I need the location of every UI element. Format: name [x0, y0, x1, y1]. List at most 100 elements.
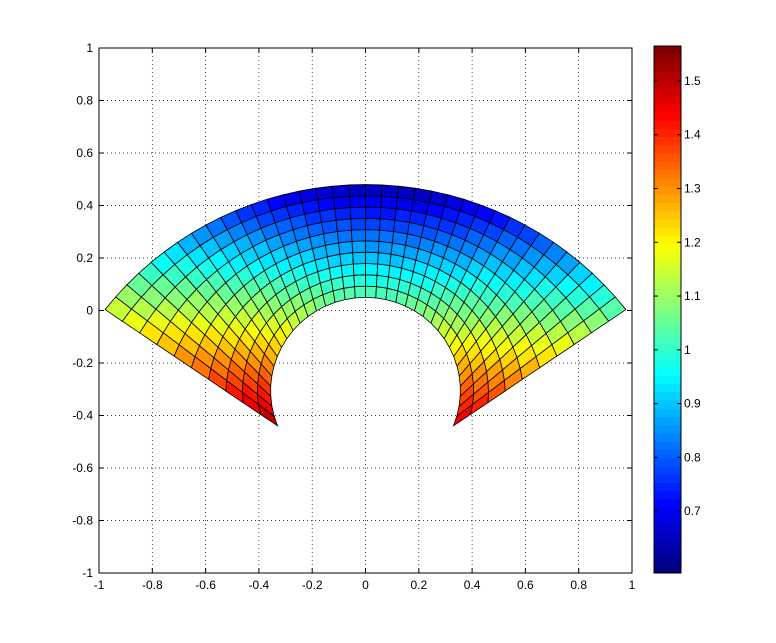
axis-ticks: -1 -0.8 -0.6 -0.4 -0.2 0 0.2 0.4 0.6 0.8 1 1 0.8 0.6 0…: [72, 41, 635, 592]
colorbar-segment: [654, 367, 681, 376]
colorbar-segment: [654, 441, 681, 450]
y-tick-label: 0.8: [76, 94, 93, 108]
colorbar-segment: [654, 169, 681, 179]
x-tick-label: 0: [362, 578, 369, 592]
mesh-cell: [350, 229, 366, 242]
colorbar-segment: [654, 523, 681, 533]
mesh-cell: [375, 286, 388, 301]
y-tick-label: 0.6: [76, 146, 93, 160]
colorbar-segment: [654, 391, 681, 401]
colorbar-segment: [654, 268, 681, 278]
colorbar-tick-label: 1.2: [684, 235, 701, 249]
x-tick-label: -0.8: [142, 578, 163, 592]
colorbar-segment: [654, 161, 681, 171]
colorbar-segment: [654, 490, 681, 500]
colorbar-segment: [654, 408, 681, 418]
mesh-cell: [348, 184, 366, 197]
colorbar-segment: [654, 498, 681, 508]
colorbar-tick-label: 1.5: [684, 74, 701, 88]
x-tick-label: 1: [629, 578, 636, 592]
colorbar-segment: [654, 457, 681, 467]
mesh: [104, 184, 627, 427]
mesh-cell: [315, 185, 334, 201]
mesh-cell: [351, 240, 366, 254]
colorbar-segment: [654, 465, 681, 475]
mesh-cell: [365, 240, 380, 254]
colorbar-segment: [654, 474, 681, 483]
colorbar-tick-label: 1.3: [684, 182, 701, 196]
y-tick-label: -0.2: [72, 356, 93, 370]
colorbar-segment: [654, 293, 681, 302]
colorbar-segment: [654, 383, 681, 393]
colorbar-segment: [654, 46, 681, 55]
mesh-cell: [338, 240, 354, 255]
mesh-cell: [331, 184, 350, 198]
colorbar-segment: [654, 556, 681, 566]
colorbar-segment: [654, 350, 681, 360]
colorbar-segment: [654, 342, 681, 352]
colorbar-segment: [654, 400, 681, 409]
mesh-cell: [365, 206, 382, 220]
y-tick-label: 1: [86, 41, 93, 55]
mesh-cell: [342, 274, 356, 289]
mesh-cell: [334, 207, 352, 221]
colorbar-frame: [653, 45, 682, 574]
colorbar-segment: [654, 424, 681, 434]
colorbar-segment: [654, 218, 681, 228]
x-tick-label: 0.4: [464, 578, 481, 592]
mesh-cell: [376, 263, 391, 278]
x-tick-label: 0.8: [570, 578, 587, 592]
x-tick-label: -0.6: [195, 578, 216, 592]
colorbar-segment: [654, 202, 681, 212]
colorbar-segment: [654, 301, 681, 310]
mesh-cell: [365, 251, 379, 265]
colorbar-segment: [654, 153, 681, 162]
colorbar-segment: [654, 317, 681, 327]
x-tick-label: -0.2: [302, 578, 323, 592]
colorbar-segment: [654, 515, 681, 525]
colorbar-tick-label: 1.1: [684, 289, 701, 303]
colorbar-segment: [654, 325, 681, 335]
mesh-cell: [343, 286, 356, 301]
colorbar-segment: [654, 144, 681, 154]
colorbar-segment: [654, 95, 681, 105]
colorbar: 0.7 0.8 0.9 1 1.1 1.2 1.3 1.4 1.5: [653, 45, 701, 574]
colorbar-segment: [654, 210, 681, 220]
colorbar-segment: [654, 284, 681, 294]
mesh-cell: [353, 274, 366, 288]
colorbar-segment: [654, 260, 681, 269]
colorbar-segment: [654, 111, 681, 121]
x-tick-label: -0.4: [249, 578, 270, 592]
mesh-cell: [379, 207, 397, 221]
mesh-cell: [375, 274, 389, 289]
colorbar-segment: [654, 358, 681, 368]
mesh-cell: [349, 195, 366, 208]
mesh-cell: [380, 195, 398, 210]
mesh-cell: [352, 251, 366, 265]
x-tick-label: -1: [94, 578, 105, 592]
mesh-cell: [333, 195, 351, 210]
colorbar-segment: [654, 177, 681, 187]
colorbar-segment: [654, 78, 681, 88]
mesh-cell: [354, 285, 366, 299]
mesh-cell: [336, 229, 353, 244]
mesh-cell: [379, 218, 396, 232]
colorbar-segment: [654, 433, 681, 442]
colorbar-segment: [654, 185, 681, 195]
colorbar-segment: [654, 482, 681, 492]
colorbar-segment: [654, 375, 681, 385]
colorbar-segment: [654, 564, 681, 574]
y-tick-label: -0.6: [72, 461, 93, 475]
y-tick-label: 0.4: [76, 199, 93, 213]
mesh-cell: [340, 263, 355, 278]
colorbar-segment: [654, 548, 681, 558]
colorbar-segment: [654, 334, 681, 343]
mesh-cell: [397, 185, 416, 201]
mesh-cell: [365, 274, 378, 288]
mesh-cell: [365, 184, 383, 197]
y-tick-label: 0: [86, 304, 93, 318]
mesh-cell: [412, 187, 433, 204]
colorbar-segment: [654, 194, 681, 203]
colorbar-tick-label: 0.7: [684, 504, 701, 518]
mesh-cell: [335, 218, 352, 232]
